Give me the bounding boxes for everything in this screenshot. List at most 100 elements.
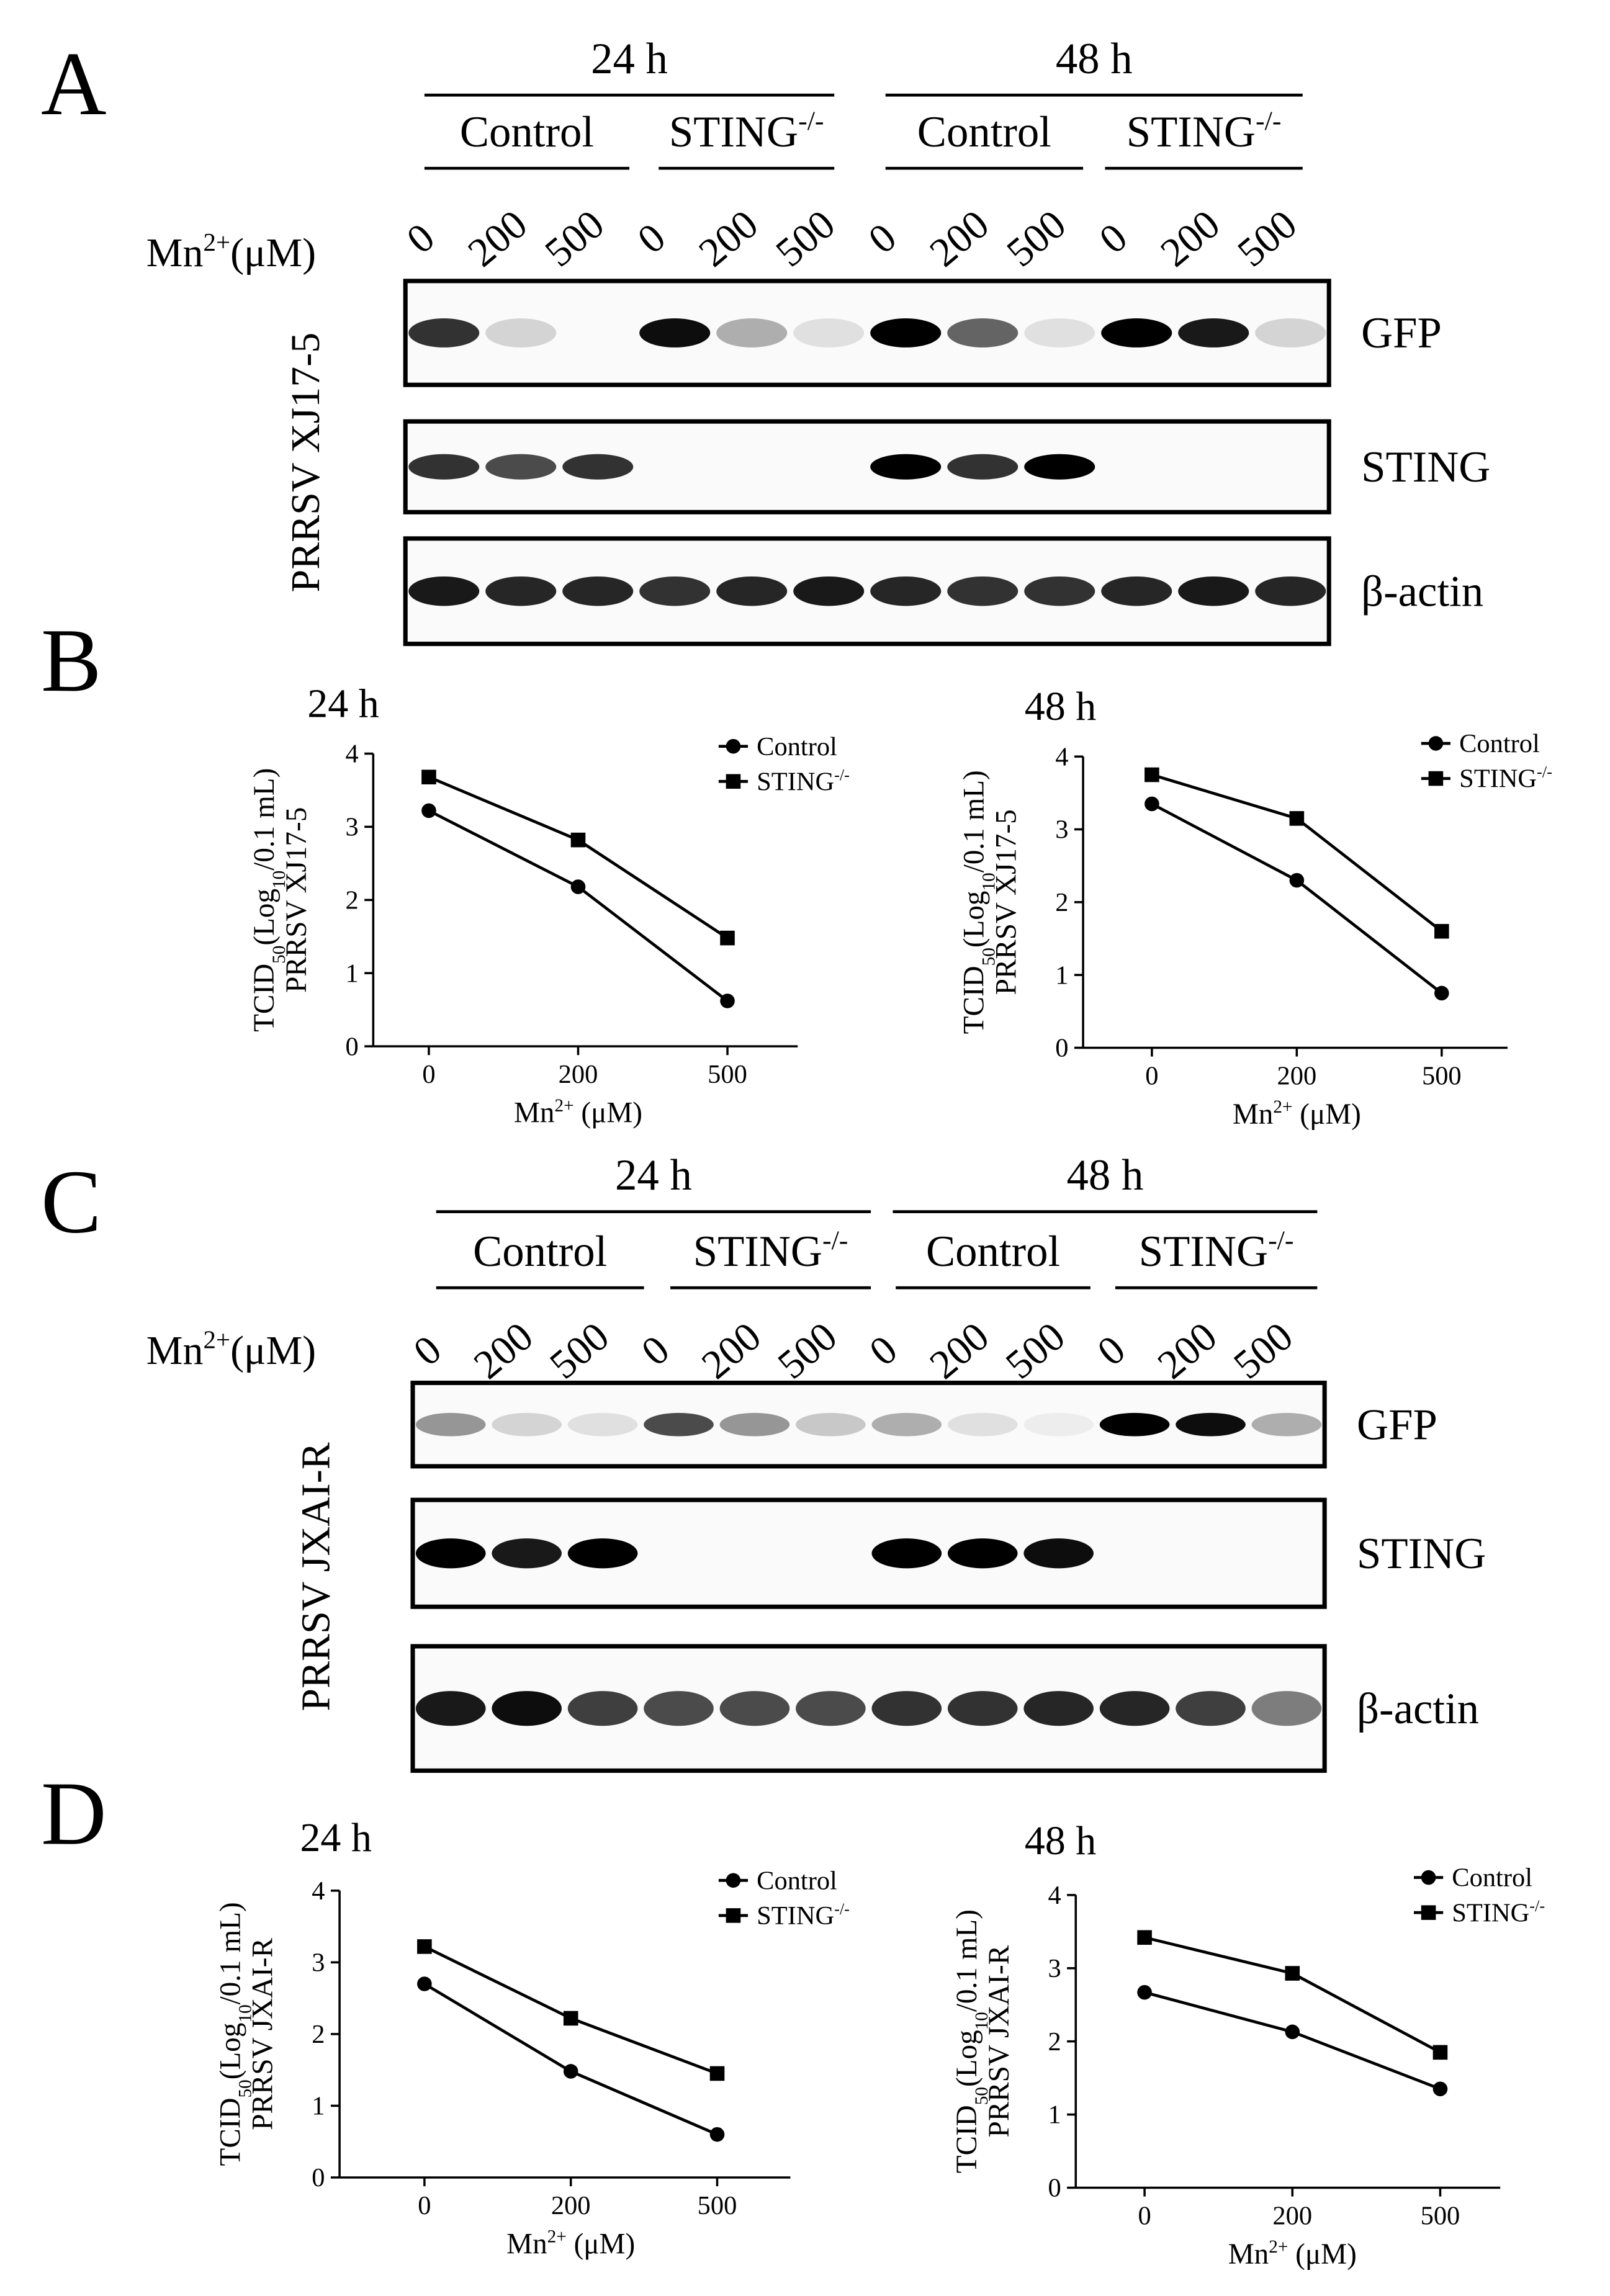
dose-title-part: Mn — [146, 230, 204, 276]
x-tick-label: 0 — [418, 2191, 431, 2220]
dose-label: 0 — [1089, 1327, 1134, 1374]
data-point — [570, 879, 586, 894]
dose-label: 500 — [1225, 1314, 1302, 1388]
band — [1176, 1538, 1246, 1568]
group-label: STING-/- — [669, 106, 824, 156]
group-label: Control — [460, 108, 594, 156]
band — [485, 454, 557, 480]
y-tick-label: 2 — [346, 886, 359, 915]
data-point — [1289, 872, 1305, 888]
dose-label: 200 — [1152, 202, 1228, 276]
group-label-part: -/- — [798, 106, 824, 136]
y-tick-label: 1 — [1055, 961, 1068, 990]
y-axis-label-part: 50 — [979, 948, 999, 966]
y-axis-label: TCID50(Log10/0.1 mL) — [215, 1902, 256, 2166]
blot-row-label: GFP — [1357, 1401, 1437, 1449]
chart-title: 48 h — [1025, 1818, 1097, 1863]
dose-label: 200 — [921, 202, 997, 276]
y-tick-label: 0 — [1055, 1034, 1068, 1063]
band — [408, 576, 480, 606]
y-axis-label-part: TCID — [215, 2097, 247, 2166]
x-tick-label: 500 — [1421, 2201, 1460, 2230]
y-axis-label-part: TCID — [958, 966, 991, 1034]
band — [947, 1691, 1018, 1726]
dose-label: 200 — [690, 202, 767, 276]
x-axis-label-part: 2+ — [1269, 2237, 1288, 2257]
y-tick-label: 4 — [1055, 742, 1068, 771]
band — [1101, 318, 1172, 348]
x-axis-label: Mn2+ (μM) — [514, 1096, 642, 1129]
group-label-part: STING — [669, 108, 798, 156]
band — [567, 1691, 638, 1726]
y-tick-label: 1 — [346, 959, 359, 988]
data-point — [1434, 985, 1449, 1001]
x-tick-label: 200 — [559, 1060, 598, 1089]
band — [492, 1538, 562, 1569]
band — [644, 1412, 714, 1437]
dose-title-part: (μM) — [230, 230, 316, 276]
x-axis-label-part: (μM) — [567, 2228, 635, 2261]
x-axis-label: Mn2+ (μM) — [1233, 1097, 1361, 1131]
band — [947, 318, 1019, 348]
legend-label: Control — [1459, 729, 1540, 758]
band — [1176, 1412, 1246, 1437]
band — [1023, 1538, 1094, 1569]
y-tick-label: 0 — [346, 1032, 359, 1061]
legend-marker — [726, 1908, 741, 1923]
band — [639, 576, 711, 606]
y-axis-label-part: 50 — [269, 946, 289, 964]
band — [793, 454, 864, 480]
x-tick-label: 200 — [1277, 1061, 1317, 1090]
band — [485, 318, 557, 348]
virus-label: PRRSV JXAI-R — [294, 1442, 339, 1711]
y-tick-label: 1 — [312, 2092, 325, 2121]
panel-label: B — [41, 610, 102, 711]
blot-row-label: β-actin — [1361, 567, 1483, 616]
group-label: STING-/- — [1127, 106, 1282, 156]
group-label-part: -/- — [822, 1226, 848, 1255]
band — [415, 1412, 486, 1437]
y-axis-label-part: TCID — [248, 964, 281, 1032]
band — [408, 318, 480, 348]
legend-marker — [1428, 771, 1444, 786]
blot-frame — [403, 536, 1331, 647]
legend-marker — [726, 738, 741, 754]
legend-label-part: STING — [1459, 765, 1537, 794]
data-point — [720, 993, 735, 1008]
y-axis-label: PRRSV JXAI-R — [983, 1945, 1015, 2137]
data-point — [1145, 796, 1159, 812]
band — [492, 1691, 562, 1726]
dose-label: 500 — [1229, 202, 1305, 276]
band — [1024, 576, 1095, 606]
band — [408, 454, 480, 480]
data-point — [563, 2011, 578, 2026]
x-axis-label-part: Mn — [514, 1097, 555, 1129]
band — [1099, 1412, 1170, 1437]
band — [1255, 318, 1326, 348]
y-axis-label-part: /0.1 mL) — [951, 1909, 983, 2012]
group-label: STING-/- — [1139, 1226, 1294, 1276]
group-label-part: STING — [693, 1227, 822, 1276]
blot-frame — [410, 1644, 1327, 1773]
dose-label: 200 — [459, 202, 536, 276]
time-label: 24 h — [615, 1151, 692, 1200]
blot-frame — [403, 419, 1331, 514]
blot-frame — [410, 1497, 1327, 1609]
y-axis-label-part: 50 — [236, 2079, 256, 2097]
band — [947, 454, 1019, 480]
y-tick-label: 2 — [312, 2020, 325, 2049]
blot-row-label: STING — [1361, 443, 1490, 491]
dose-label: 500 — [541, 1314, 618, 1388]
legend-label: Control — [757, 732, 837, 761]
band — [562, 318, 633, 348]
y-tick-label: 2 — [1048, 2027, 1061, 2056]
dose-label: 0 — [860, 215, 905, 262]
x-tick-label: 500 — [1422, 1061, 1462, 1090]
group-label-part: STING — [1127, 108, 1256, 156]
dose-label: 500 — [770, 1314, 846, 1388]
group-label: STING-/- — [693, 1226, 848, 1276]
dose-label: 0 — [629, 215, 674, 262]
x-axis-label-part: Mn — [506, 2228, 547, 2261]
y-tick-label: 4 — [346, 740, 359, 769]
